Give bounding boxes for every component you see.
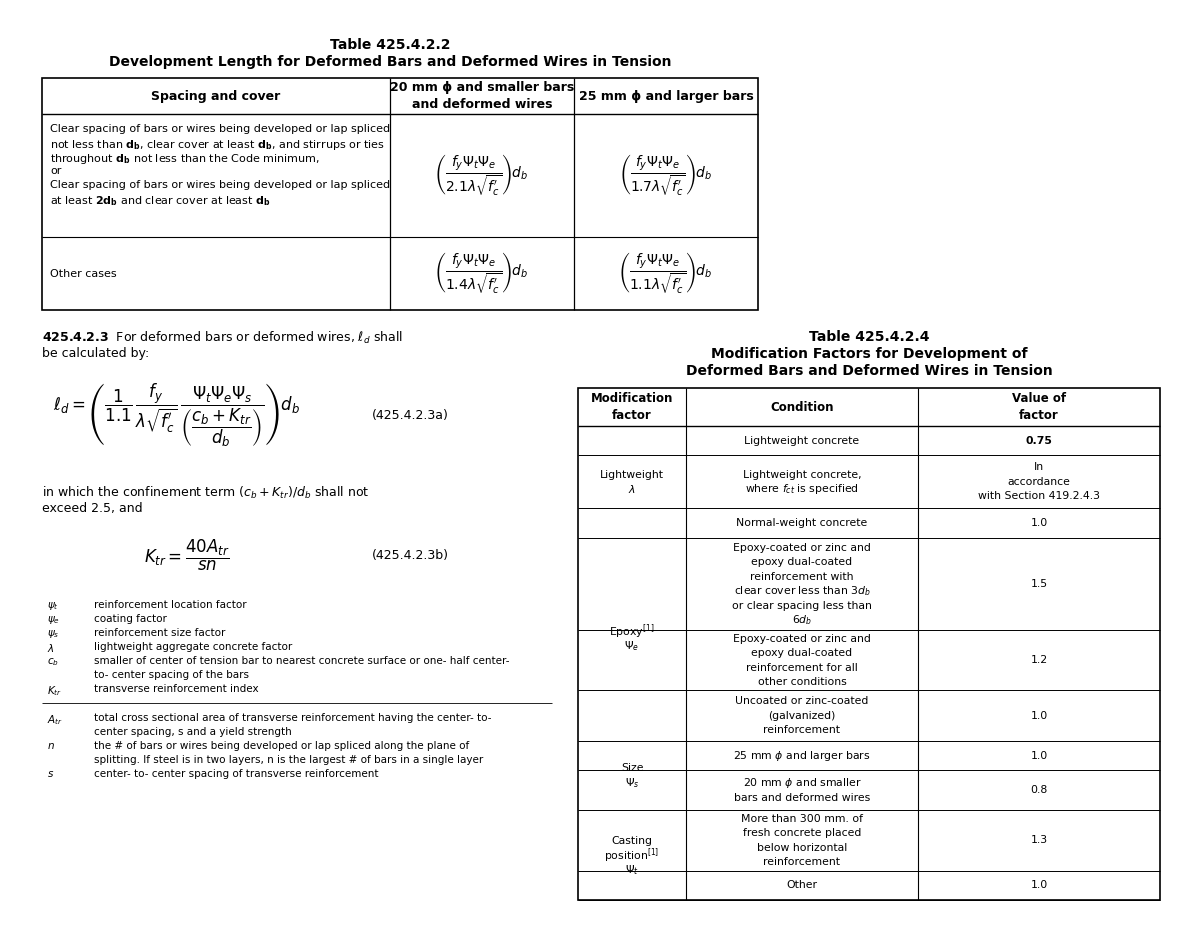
Text: Lightweight: Lightweight <box>600 470 664 479</box>
Text: center- to- center spacing of transverse reinforcement: center- to- center spacing of transverse… <box>94 769 378 779</box>
Text: Lightweight concrete: Lightweight concrete <box>744 436 859 446</box>
Text: $\left(\dfrac{f_y\Psi_t\Psi_e}{1.7\lambda\sqrt{f_c^{\prime}}}\right)d_b$: $\left(\dfrac{f_y\Psi_t\Psi_e}{1.7\lambd… <box>620 153 712 198</box>
Text: exceed 2.5, and: exceed 2.5, and <box>42 502 143 515</box>
Text: Size: Size <box>620 764 643 773</box>
Text: Modification
factor: Modification factor <box>590 392 673 422</box>
Text: epoxy dual-coated: epoxy dual-coated <box>751 557 852 567</box>
Text: Value of
factor: Value of factor <box>1012 392 1066 422</box>
Text: clear cover less than $3d_b$: clear cover less than $3d_b$ <box>733 584 870 598</box>
Text: 25 mm ϕ and larger bars: 25 mm ϕ and larger bars <box>578 90 754 103</box>
Text: (425.4.2.3a): (425.4.2.3a) <box>372 409 449 422</box>
Text: below horizontal: below horizontal <box>757 843 847 853</box>
Text: $6d_b$: $6d_b$ <box>792 614 812 628</box>
Text: other conditions: other conditions <box>757 677 846 687</box>
Text: smaller of center of tension bar to nearest concrete surface or one- half center: smaller of center of tension bar to near… <box>94 656 510 666</box>
Text: 1.2: 1.2 <box>1031 655 1048 666</box>
Text: Normal-weight concrete: Normal-weight concrete <box>737 518 868 527</box>
Text: reinforcement size factor: reinforcement size factor <box>94 628 226 638</box>
Text: $\psi_t$: $\psi_t$ <box>47 600 59 612</box>
Text: Development Length for Deformed Bars and Deformed Wires in Tension: Development Length for Deformed Bars and… <box>109 55 671 69</box>
Text: $c_b$: $c_b$ <box>47 656 59 667</box>
Text: at least $\mathbf{2d_b}$ and clear cover at least $\mathbf{d_b}$: at least $\mathbf{2d_b}$ and clear cover… <box>50 194 271 208</box>
Text: More than 300 mm. of: More than 300 mm. of <box>742 814 863 824</box>
Text: epoxy dual-coated: epoxy dual-coated <box>751 648 852 658</box>
Bar <box>42 78 758 310</box>
Text: where $f_{ct}$ is specified: where $f_{ct}$ is specified <box>745 482 859 496</box>
Text: to- center spacing of the bars: to- center spacing of the bars <box>94 670 250 680</box>
Text: be calculated by:: be calculated by: <box>42 347 149 360</box>
Text: 1.0: 1.0 <box>1031 711 1048 720</box>
Text: in which the confinement term $(c_b + K_{tr})/d_b$ shall not: in which the confinement term $(c_b + K_… <box>42 485 370 502</box>
Text: splitting. If steel is in two layers, n is the largest # of bars in a single lay: splitting. If steel is in two layers, n … <box>94 755 484 765</box>
Text: $\psi_s$: $\psi_s$ <box>47 628 60 640</box>
Text: (galvanized): (galvanized) <box>768 711 835 720</box>
Text: $K_{tr}$: $K_{tr}$ <box>47 684 62 698</box>
Text: Table 425.4.2.2: Table 425.4.2.2 <box>330 38 450 52</box>
Text: 0.8: 0.8 <box>1031 785 1048 795</box>
Text: or: or <box>50 166 61 176</box>
Text: Casting: Casting <box>612 836 653 845</box>
Text: Other cases: Other cases <box>50 269 116 278</box>
Text: accordance: accordance <box>1008 476 1070 487</box>
Text: reinforcement location factor: reinforcement location factor <box>94 600 247 610</box>
Text: transverse reinforcement index: transverse reinforcement index <box>94 684 259 694</box>
Text: $\lambda$: $\lambda$ <box>47 642 54 654</box>
Text: In: In <box>1034 463 1044 473</box>
Text: $\lambda$: $\lambda$ <box>628 483 636 495</box>
Text: lightweight aggregate concrete factor: lightweight aggregate concrete factor <box>94 642 293 652</box>
Text: 20 mm $\phi$ and smaller: 20 mm $\phi$ and smaller <box>743 776 862 790</box>
Text: reinforcement: reinforcement <box>763 725 840 735</box>
Text: Spacing and cover: Spacing and cover <box>151 90 281 103</box>
Text: Clear spacing of bars or wires being developed or lap spliced: Clear spacing of bars or wires being dev… <box>50 124 390 134</box>
Text: $\left(\dfrac{f_y\Psi_t\Psi_e}{1.4\lambda\sqrt{f_c^{\prime}}}\right)d_b$: $\left(\dfrac{f_y\Psi_t\Psi_e}{1.4\lambd… <box>436 251 529 297</box>
Text: Other: Other <box>786 881 817 890</box>
Text: 1.0: 1.0 <box>1031 751 1048 761</box>
Text: $\Psi_s$: $\Psi_s$ <box>625 776 640 790</box>
Text: with Section 419.2.4.3: with Section 419.2.4.3 <box>978 491 1100 502</box>
Text: bars and deformed wires: bars and deformed wires <box>734 793 870 803</box>
Text: 20 mm ϕ and smaller bars
and deformed wires: 20 mm ϕ and smaller bars and deformed wi… <box>390 81 574 111</box>
Text: throughout $\mathbf{d_b}$ not less than the Code minimum,: throughout $\mathbf{d_b}$ not less than … <box>50 152 320 166</box>
Text: Modification Factors for Development of: Modification Factors for Development of <box>710 347 1027 361</box>
Text: $\left(\dfrac{f_y\Psi_t\Psi_e}{1.1\lambda\sqrt{f_c^{\prime}}}\right)d_b$: $\left(\dfrac{f_y\Psi_t\Psi_e}{1.1\lambd… <box>619 251 713 297</box>
Text: center spacing, s and a yield strength: center spacing, s and a yield strength <box>94 727 292 737</box>
Text: $\ell_d = \left(\dfrac{1}{1.1}\,\dfrac{f_y}{\lambda\sqrt{f_c^{\prime}}}\,\dfrac{: $\ell_d = \left(\dfrac{1}{1.1}\,\dfrac{f… <box>54 381 300 449</box>
Text: or clear spacing less than: or clear spacing less than <box>732 601 872 611</box>
Text: (425.4.2.3b): (425.4.2.3b) <box>372 549 449 562</box>
Text: $\Psi_e$: $\Psi_e$ <box>624 640 640 654</box>
Text: Lightweight concrete,: Lightweight concrete, <box>743 470 862 479</box>
Text: 25 mm $\phi$ and larger bars: 25 mm $\phi$ and larger bars <box>733 749 871 763</box>
Text: coating factor: coating factor <box>94 614 167 624</box>
Text: position$^{[1]}$: position$^{[1]}$ <box>605 846 660 865</box>
Text: the # of bars or wires being developed or lap spliced along the plane of: the # of bars or wires being developed o… <box>94 741 469 751</box>
Text: 0.75: 0.75 <box>1026 436 1052 446</box>
Text: $s$: $s$ <box>47 769 54 779</box>
Text: $n$: $n$ <box>47 741 55 751</box>
Text: $\left(\dfrac{f_y\Psi_t\Psi_e}{2.1\lambda\sqrt{f_c^{\prime}}}\right)d_b$: $\left(\dfrac{f_y\Psi_t\Psi_e}{2.1\lambd… <box>436 153 529 198</box>
Text: $A_{tr}$: $A_{tr}$ <box>47 713 62 727</box>
Text: reinforcement with: reinforcement with <box>750 572 853 582</box>
Text: Uncoated or zinc-coated: Uncoated or zinc-coated <box>736 696 869 706</box>
Text: 1.0: 1.0 <box>1031 518 1048 527</box>
Text: 1.3: 1.3 <box>1031 835 1048 845</box>
Text: Clear spacing of bars or wires being developed or lap spliced: Clear spacing of bars or wires being dev… <box>50 180 390 190</box>
Text: fresh concrete placed: fresh concrete placed <box>743 828 862 838</box>
Text: Table 425.4.2.4: Table 425.4.2.4 <box>809 330 929 344</box>
Text: reinforcement: reinforcement <box>763 857 840 868</box>
Text: Condition: Condition <box>770 400 834 413</box>
Text: 1.0: 1.0 <box>1031 881 1048 890</box>
Text: Epoxy-coated or zinc and: Epoxy-coated or zinc and <box>733 634 871 643</box>
Text: 1.5: 1.5 <box>1031 579 1048 589</box>
Text: Epoxy$^{[1]}$: Epoxy$^{[1]}$ <box>610 623 655 641</box>
Bar <box>578 388 1160 900</box>
Text: total cross sectional area of transverse reinforcement having the center- to-: total cross sectional area of transverse… <box>94 713 492 723</box>
Text: $\mathbf{425.4.2.3}$  For deformed bars or deformed wires, $\ell_d$ shall: $\mathbf{425.4.2.3}$ For deformed bars o… <box>42 330 403 346</box>
Text: Deformed Bars and Deformed Wires in Tension: Deformed Bars and Deformed Wires in Tens… <box>685 364 1052 378</box>
Text: $\Psi_t$: $\Psi_t$ <box>625 863 638 877</box>
Text: $K_{tr} = \dfrac{40A_{tr}}{sn}$: $K_{tr} = \dfrac{40A_{tr}}{sn}$ <box>144 538 230 573</box>
Text: reinforcement for all: reinforcement for all <box>746 663 858 673</box>
Text: not less than $\mathbf{d_b}$, clear cover at least $\mathbf{d_b}$, and stirrups : not less than $\mathbf{d_b}$, clear cove… <box>50 138 385 152</box>
Text: $\psi_e$: $\psi_e$ <box>47 614 60 626</box>
Text: Epoxy-coated or zinc and: Epoxy-coated or zinc and <box>733 542 871 552</box>
